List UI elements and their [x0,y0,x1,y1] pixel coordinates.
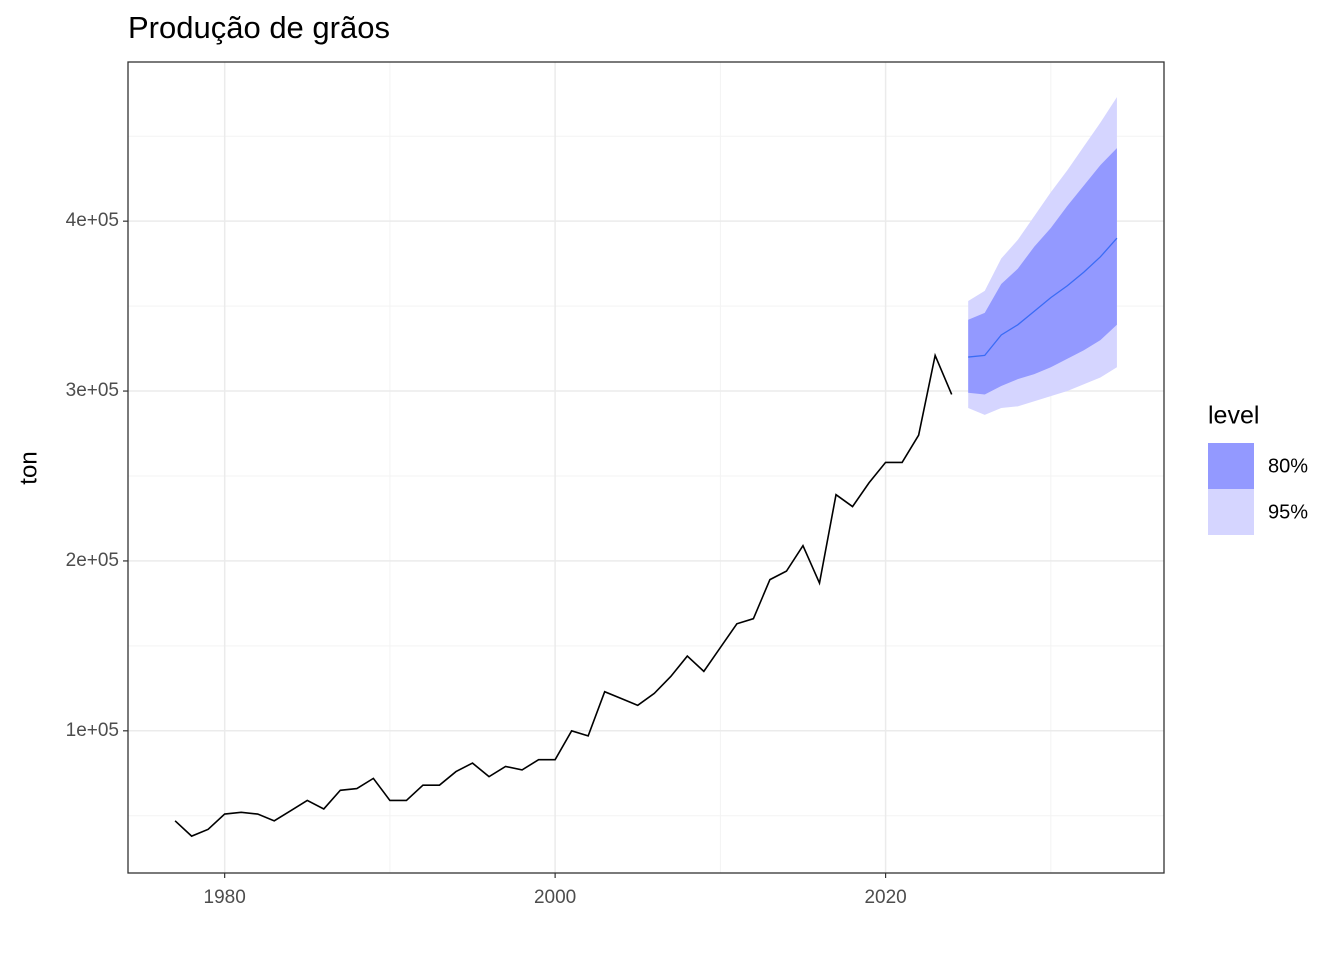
chart-title: Produção de grãos [128,10,390,45]
x-tick-label: 2000 [534,887,576,908]
x-tick-label: 1980 [204,887,246,908]
y-tick-label: 1e+05 [66,720,119,741]
plot-area: 1e+05 2e+05 3e+05 4e+05 1980 2000 2020 [66,61,1165,908]
y-tick-label: 2e+05 [66,550,119,571]
x-tick-label: 2020 [864,887,906,908]
y-tick-label: 4e+05 [66,210,119,231]
legend-key [1208,489,1254,535]
y-axis-label: ton [15,451,42,484]
legend-label: 95% [1268,501,1308,523]
panel-border [127,61,1165,874]
y-tick-label: 3e+05 [66,380,119,401]
legend-title: level [1208,402,1259,430]
legend-key [1208,443,1254,489]
line [968,237,1118,358]
line [174,352,953,838]
legend-label: 80% [1268,455,1308,477]
